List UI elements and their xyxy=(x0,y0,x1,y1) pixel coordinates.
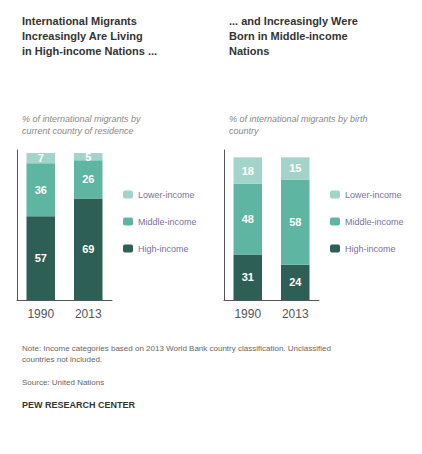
svg-text:High-income: High-income xyxy=(345,244,396,254)
svg-text:... and Increasingly Were: ... and Increasingly Were xyxy=(229,15,358,27)
svg-text:% of international migrants by: % of international migrants by birth xyxy=(229,114,368,124)
svg-text:PEW RESEARCH CENTER: PEW RESEARCH CENTER xyxy=(22,400,136,410)
svg-text:current country of residence: current country of residence xyxy=(22,126,134,136)
svg-text:Lower-income: Lower-income xyxy=(345,190,402,200)
svg-text:24: 24 xyxy=(289,276,302,288)
svg-text:36: 36 xyxy=(35,184,47,196)
svg-text:58: 58 xyxy=(289,216,301,228)
svg-text:% of international migrants by: % of international migrants by xyxy=(22,114,141,124)
svg-text:Note: Income categories based: Note: Income categories based on 2013 Wo… xyxy=(22,344,331,353)
svg-text:48: 48 xyxy=(242,213,254,225)
svg-text:2013: 2013 xyxy=(75,307,102,321)
svg-text:Middle-income: Middle-income xyxy=(138,217,197,227)
svg-text:18: 18 xyxy=(242,165,254,177)
svg-text:Nations: Nations xyxy=(229,45,269,57)
svg-text:Increasingly Are Living: Increasingly Are Living xyxy=(22,30,143,42)
svg-text:Born in Middle-income: Born in Middle-income xyxy=(229,30,348,42)
svg-text:7: 7 xyxy=(38,152,44,164)
svg-text:69: 69 xyxy=(82,243,94,255)
svg-text:countries not included.: countries not included. xyxy=(22,355,102,364)
svg-text:International Migrants: International Migrants xyxy=(22,15,137,27)
svg-text:31: 31 xyxy=(242,271,254,283)
svg-text:26: 26 xyxy=(82,173,94,185)
svg-text:2013: 2013 xyxy=(282,307,309,321)
svg-text:in High-income Nations ...: in High-income Nations ... xyxy=(22,45,157,57)
svg-text:High-income: High-income xyxy=(138,244,189,254)
svg-text:1990: 1990 xyxy=(27,307,54,321)
svg-text:country: country xyxy=(229,126,259,136)
svg-text:1990: 1990 xyxy=(234,307,261,321)
svg-text:Middle-income: Middle-income xyxy=(345,217,404,227)
svg-text:57: 57 xyxy=(35,252,47,264)
svg-text:Lower-income: Lower-income xyxy=(138,190,195,200)
svg-text:15: 15 xyxy=(289,162,301,174)
svg-text:5: 5 xyxy=(85,151,91,163)
svg-text:Source: United Nations: Source: United Nations xyxy=(22,378,104,387)
